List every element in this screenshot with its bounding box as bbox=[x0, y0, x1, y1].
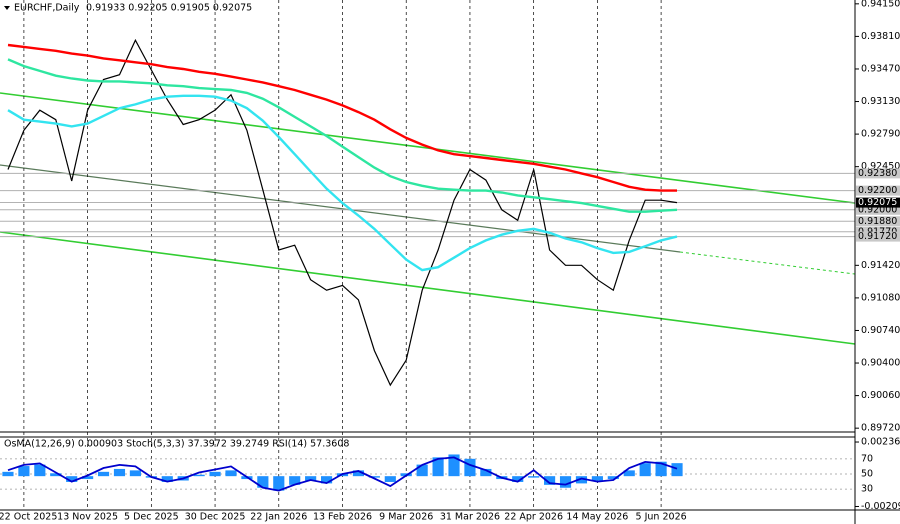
trend-line bbox=[679, 251, 856, 275]
level-label-box bbox=[856, 204, 900, 215]
x-tick-label: 9 Mar 2026 bbox=[379, 512, 433, 523]
osma-bar bbox=[305, 476, 317, 481]
osma-bar bbox=[209, 471, 221, 477]
y-tick-label: 0.93470 bbox=[861, 63, 900, 74]
osma-bar bbox=[607, 476, 619, 480]
x-tick-label: 22 Apr 2026 bbox=[504, 512, 563, 523]
trend-line bbox=[0, 231, 856, 345]
osma-bar bbox=[225, 470, 237, 477]
y-tick-label: 0.92790 bbox=[861, 129, 900, 140]
osma-bar bbox=[591, 476, 603, 481]
osma-bar bbox=[257, 476, 269, 488]
osma-bar bbox=[113, 468, 126, 477]
osma-bar bbox=[352, 470, 365, 477]
osma-bar bbox=[273, 476, 285, 491]
y-tick-label: 0.93810 bbox=[861, 31, 900, 42]
osma-bar bbox=[82, 476, 94, 480]
osma-bar bbox=[480, 468, 492, 477]
osma-bar bbox=[161, 476, 173, 482]
x-tick-label: 14 May 2026 bbox=[566, 512, 628, 523]
chart-title: EURCHF,Daily bbox=[14, 3, 80, 14]
osma-bar bbox=[129, 470, 141, 477]
level-label-box bbox=[856, 216, 900, 227]
x-tick-label: 13 Nov 2025 bbox=[57, 512, 118, 523]
osma-bar bbox=[528, 476, 540, 478]
x-tick-label: 22 Oct 2025 bbox=[0, 512, 57, 523]
y-tick-label: 0.90400 bbox=[861, 358, 900, 369]
level-label: 0.91720 bbox=[858, 231, 897, 242]
x-tick-label: 22 Jan 2026 bbox=[250, 512, 307, 523]
osma-bar bbox=[320, 476, 333, 484]
osma-bar bbox=[66, 476, 78, 482]
y-tick-label: 0.93130 bbox=[861, 96, 900, 107]
plot-area bbox=[0, 0, 855, 510]
osma-bar bbox=[544, 476, 556, 485]
osma-bar bbox=[368, 476, 380, 478]
y-tick-label: 0.0023603 bbox=[861, 437, 900, 448]
osma-bar bbox=[559, 476, 572, 488]
indicator-title: OsMA(12,26,9) 0.000903 Stoch(5,3,3) 37.3… bbox=[4, 439, 349, 450]
y2-tick-label: 50 bbox=[861, 469, 873, 480]
osma-bar bbox=[671, 463, 683, 477]
y-tick-label: 0.91080 bbox=[861, 292, 900, 303]
level-label: 0.92200 bbox=[858, 185, 897, 196]
y2-tick-label: 30 bbox=[861, 484, 873, 495]
oscillator-line bbox=[7, 456, 678, 492]
osma-bar bbox=[655, 461, 667, 477]
x-tick-label: 5 Dec 2025 bbox=[124, 512, 179, 523]
osma-bar bbox=[416, 464, 428, 477]
osma-bar bbox=[448, 454, 460, 477]
osma-bar bbox=[97, 471, 110, 477]
osma-bar bbox=[18, 466, 30, 477]
osma-bar bbox=[623, 470, 635, 477]
price-line bbox=[7, 38, 678, 387]
osma-bar bbox=[639, 463, 651, 477]
y-tick-label: -0.002095 bbox=[861, 501, 900, 512]
trend-line bbox=[0, 164, 681, 253]
moving-average bbox=[7, 43, 677, 192]
y-tick-label: 0.94150 bbox=[861, 0, 900, 9]
y-tick-label: 0.90060 bbox=[861, 390, 900, 401]
y-tick-label: 0.89720 bbox=[861, 423, 900, 434]
osma-bar bbox=[384, 476, 396, 482]
x-tick-label: 13 Feb 2026 bbox=[313, 512, 372, 523]
osma-bar bbox=[575, 476, 588, 484]
osma-bar bbox=[512, 476, 524, 482]
y-tick-label: 0.91420 bbox=[861, 260, 900, 271]
last-price-box bbox=[856, 197, 900, 208]
y-tick-label: 0.90740 bbox=[861, 325, 900, 336]
level-label-box bbox=[856, 168, 900, 179]
x-tick-label: 31 Mar 2026 bbox=[440, 512, 500, 523]
x-tick-label: 30 Dec 2025 bbox=[185, 512, 246, 523]
level-label-box bbox=[856, 231, 900, 242]
osma-bar bbox=[432, 457, 444, 477]
level-label-box bbox=[856, 185, 900, 196]
level-label: 0.91880 bbox=[858, 216, 897, 227]
y-tick-label: 0.92450 bbox=[861, 161, 900, 172]
osma-bar bbox=[34, 464, 46, 477]
osma-bar bbox=[193, 474, 205, 477]
x-tick-label: 5 Jun 2026 bbox=[636, 512, 687, 523]
menu-icon[interactable] bbox=[4, 6, 10, 10]
y2-tick-label: 70 bbox=[861, 453, 873, 464]
trend-line bbox=[0, 92, 856, 204]
osma-bar bbox=[464, 458, 476, 477]
osma-bar bbox=[50, 473, 62, 477]
osma-bar bbox=[289, 476, 301, 485]
ohlc-text: 0.91933 0.92205 0.91905 0.92075 bbox=[86, 3, 252, 14]
moving-average bbox=[7, 94, 678, 272]
level-label: 0.92000 bbox=[858, 204, 897, 215]
level-label: 0.92380 bbox=[858, 168, 897, 179]
osma-bar bbox=[2, 471, 14, 477]
last-price-label: 0.92075 bbox=[858, 197, 897, 208]
moving-average bbox=[7, 58, 678, 213]
